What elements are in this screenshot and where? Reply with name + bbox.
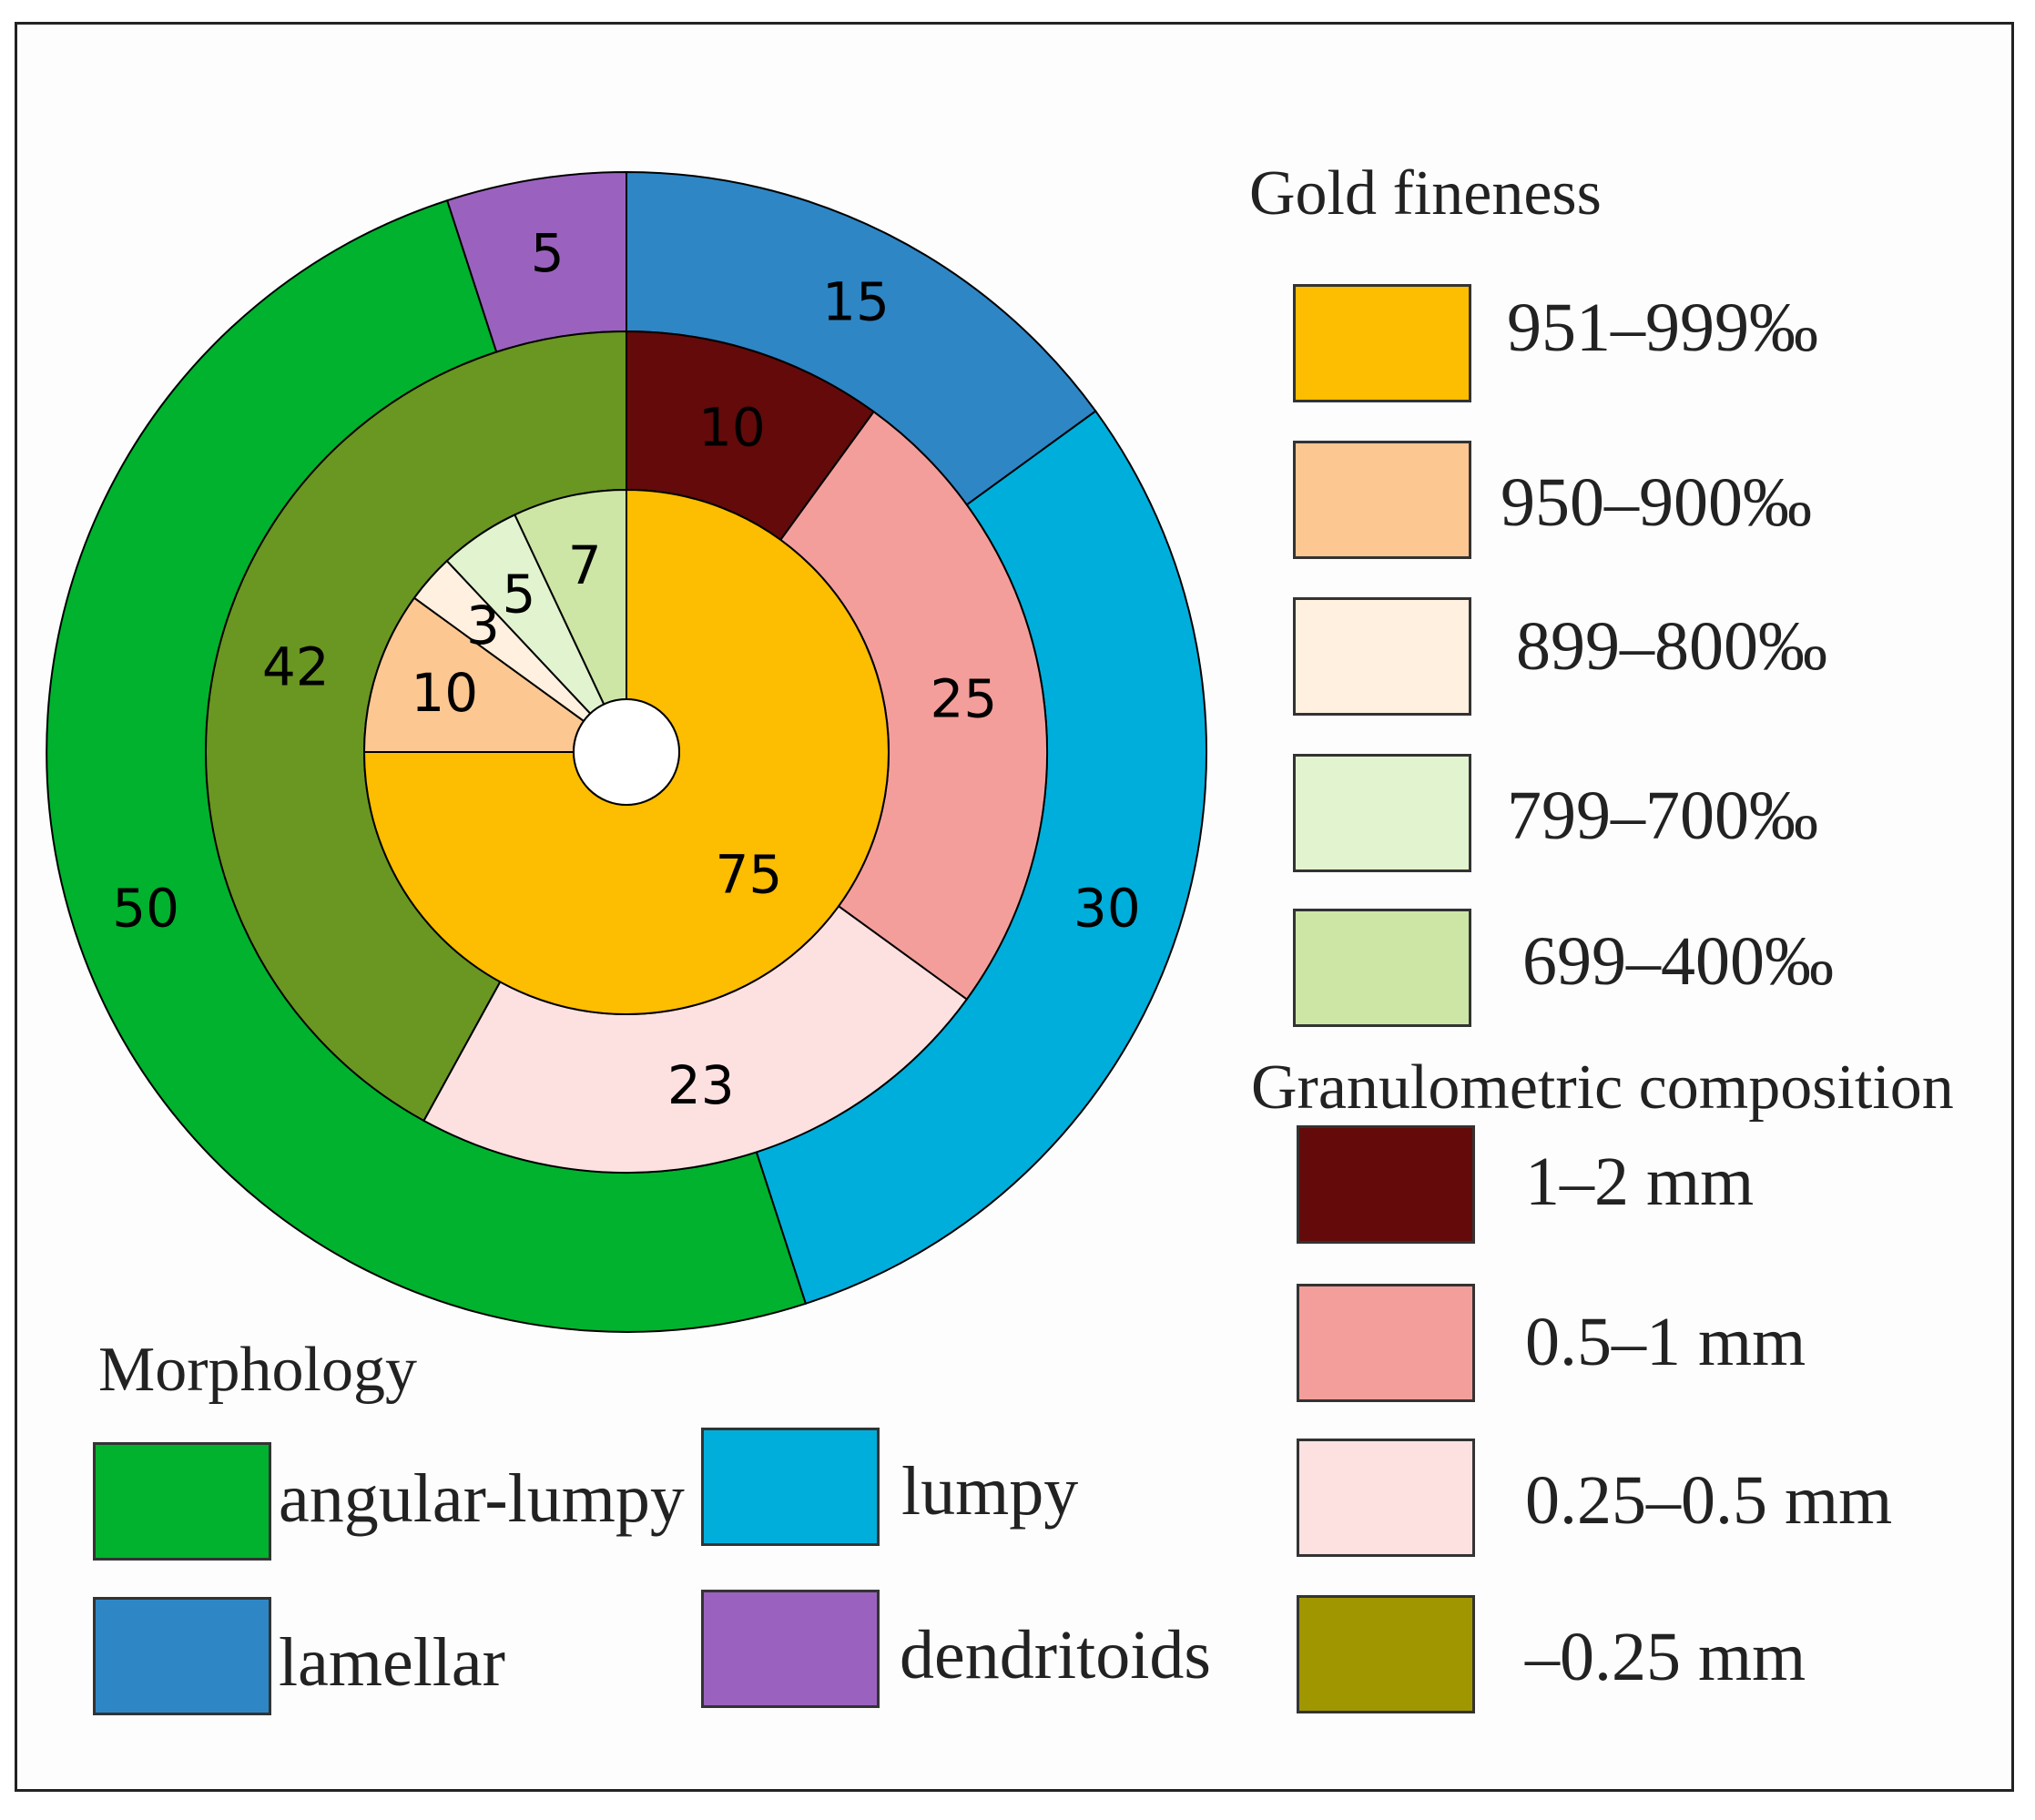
slice-value-label: 10 — [411, 662, 478, 724]
slice-value-label: 30 — [1073, 878, 1141, 940]
granulometric-swatch — [1297, 1439, 1475, 1557]
fineness-legend-label: 951–999‰ — [1507, 290, 1818, 366]
granulometric-swatch — [1297, 1595, 1475, 1713]
granulometric-legend-title: Granulometric composition — [1251, 1052, 1954, 1123]
fineness-swatch — [1293, 441, 1471, 559]
slice-value-label: 3 — [466, 595, 500, 656]
granulometric-legend-label: 1–2 mm — [1525, 1144, 1755, 1220]
slice-value-label: 5 — [531, 222, 565, 284]
slice-value-label: 75 — [715, 843, 782, 905]
morphology-legend-label: dendritoids — [900, 1617, 1211, 1693]
granulometric-legend-label: 0.5–1 mm — [1525, 1304, 1806, 1380]
slice-value-label: 23 — [667, 1054, 735, 1116]
donut-slice-morphology — [46, 200, 806, 1332]
granulometric-legend-label: 0.25–0.5 mm — [1525, 1462, 1893, 1539]
fineness-legend-label: 799–700‰ — [1507, 778, 1818, 854]
granulometric-swatch — [1297, 1125, 1475, 1244]
granulometric-swatch — [1297, 1284, 1475, 1402]
morphology-legend-label: lamellar — [279, 1624, 505, 1701]
morphology-swatch — [701, 1428, 880, 1546]
slice-value-label: 25 — [930, 667, 997, 729]
fineness-legend-label: 950–900‰ — [1501, 464, 1812, 541]
morphology-legend-title: Morphology — [98, 1335, 417, 1405]
granulometric-legend-label: –0.25 mm — [1525, 1619, 1806, 1695]
fineness-swatch — [1293, 909, 1471, 1027]
morphology-legend-label: angular-lumpy — [279, 1460, 685, 1537]
fineness-swatch — [1293, 597, 1471, 716]
fineness-legend-title: Gold fineness — [1249, 158, 1602, 229]
morphology-swatch — [93, 1442, 271, 1561]
slice-value-label: 50 — [112, 878, 179, 940]
morphology-legend-label: lumpy — [901, 1453, 1079, 1530]
fineness-swatch — [1293, 284, 1471, 402]
morphology-swatch — [701, 1590, 880, 1708]
slice-value-label: 42 — [262, 636, 330, 698]
slice-value-label: 10 — [698, 396, 766, 458]
slice-value-label: 15 — [822, 270, 890, 332]
slice-value-label: 7 — [568, 534, 602, 596]
morphology-swatch — [93, 1597, 271, 1715]
fineness-legend-label: 899–800‰ — [1516, 608, 1827, 685]
center-hole — [573, 698, 680, 806]
donut-rings — [46, 170, 1207, 1332]
slice-value-label: 5 — [503, 563, 536, 625]
fineness-legend-label: 699–400‰ — [1522, 923, 1834, 1000]
fineness-swatch — [1293, 754, 1471, 872]
